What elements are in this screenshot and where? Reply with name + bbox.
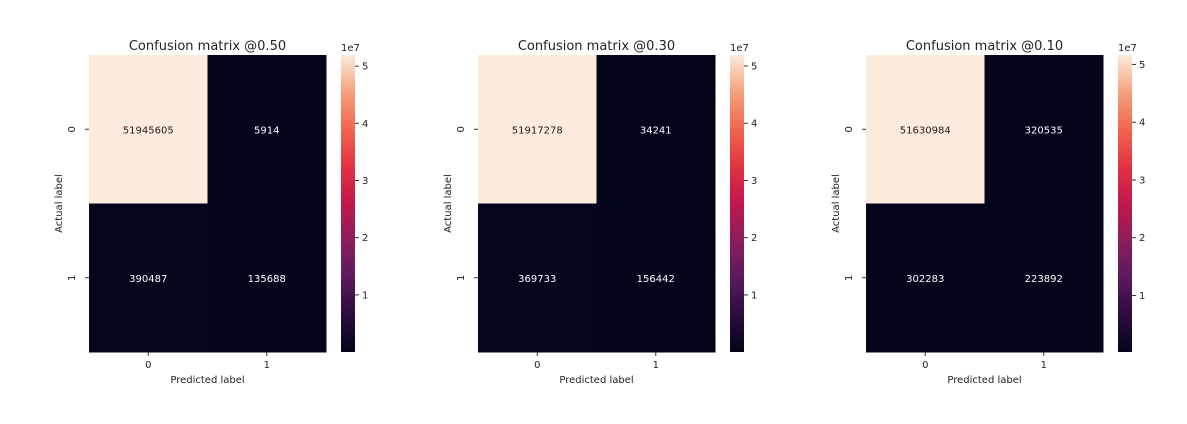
colorbar [1118,55,1132,352]
colorbar-tick-label-1: 2 [1139,233,1145,244]
confusion-matrix-panel-0: Confusion matrix @0.50 51945605 5914 390487… [54,39,368,386]
heatmap-cell-1-0 [478,203,597,353]
chart-title: Confusion matrix @0.30 [518,39,675,54]
heatmap-cell-1-0 [89,203,208,353]
heatmap-cell-0-0 [866,55,985,204]
x-tick-label-0: 0 [534,360,540,371]
heatmap-cell-1-1 [207,203,327,353]
heatmap-cell-0-1 [207,55,327,204]
cell-label-1-0: 369733 [518,274,556,285]
colorbar-tick-label-2: 3 [751,176,757,187]
cell-label-0-0: 51630984 [900,125,951,136]
cell-label-1-1: 156442 [637,274,675,285]
x-axis-label: Predicted label [947,375,1021,386]
x-axis-label: Predicted label [559,375,633,386]
chart-title: Confusion matrix @0.50 [129,39,286,54]
colorbar-tick-label-4: 5 [1139,60,1145,71]
chart-title: Confusion matrix @0.10 [906,39,1063,54]
colorbar-tick-label-0: 1 [362,290,368,301]
colorbar-multiplier: 1e7 [1118,43,1137,54]
colorbar [730,55,744,352]
cell-label-1-0: 390487 [129,274,167,285]
x-tick-label-1: 1 [653,360,659,371]
x-tick-label-1: 1 [1041,360,1047,371]
cell-label-1-0: 302283 [906,274,944,285]
cell-label-0-0: 51945605 [123,125,174,136]
y-tick-label-0: 0 [456,126,467,132]
heatmap-cell-0-1 [984,55,1104,204]
x-axis-label: Predicted label [170,375,244,386]
colorbar-multiplier: 1e7 [341,43,360,54]
colorbar-tick-label-3: 4 [751,119,757,130]
y-axis-label: Actual label [54,174,65,233]
heatmap-cell-0-0 [478,55,597,204]
y-tick-label-1: 1 [844,275,855,281]
heatmap-cell-1-1 [984,203,1104,353]
colorbar-tick-label-3: 4 [362,119,368,130]
y-tick-label-0: 0 [67,126,78,132]
y-tick-label-1: 1 [456,275,467,281]
cell-label-0-1: 5914 [254,125,279,136]
cell-label-1-1: 135688 [248,274,286,285]
x-tick-label-0: 0 [922,360,928,371]
colorbar-tick-label-0: 1 [1139,291,1145,302]
cell-label-0-1: 34241 [640,125,672,136]
y-tick-label-0: 0 [844,126,855,132]
colorbar-tick-label-4: 5 [751,61,757,72]
y-axis-label: Actual label [831,174,842,233]
cell-label-1-1: 223892 [1025,274,1063,285]
colorbar [341,55,355,352]
colorbar-tick-label-1: 2 [362,233,368,244]
heatmap-cell-1-0 [866,203,985,353]
x-tick-label-0: 0 [145,360,151,371]
x-tick-label-1: 1 [264,360,270,371]
colorbar-tick-label-1: 2 [751,233,757,244]
colorbar-multiplier: 1e7 [730,43,749,54]
colorbar-tick-label-2: 3 [362,176,368,187]
y-tick-label-1: 1 [67,275,78,281]
heatmap-cell-0-1 [596,55,716,204]
colorbar-tick-label-3: 4 [1139,118,1145,129]
cell-label-0-0: 51917278 [512,125,563,136]
heatmap-cell-1-1 [596,203,716,353]
colorbar-tick-label-4: 5 [362,62,368,73]
confusion-matrix-panel-1: Confusion matrix @0.30 51917278 34241 36973… [443,39,757,386]
heatmap-cell-0-0 [89,55,208,204]
colorbar-tick-label-0: 1 [751,290,757,301]
cell-label-0-1: 320535 [1025,125,1063,136]
y-axis-label: Actual label [443,174,454,233]
colorbar-tick-label-2: 3 [1139,175,1145,186]
